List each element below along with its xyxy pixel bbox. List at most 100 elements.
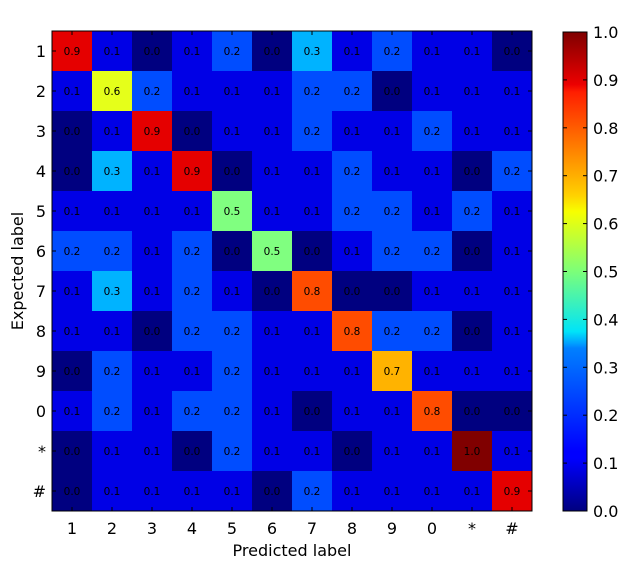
heatmap-cell bbox=[92, 151, 133, 192]
heatmap-cell bbox=[132, 391, 173, 432]
heatmap-cell bbox=[92, 351, 133, 392]
heatmap-cell-value: 0.9 bbox=[144, 126, 161, 138]
x-tick-label: * bbox=[468, 519, 476, 538]
heatmap-cell-value: 0.2 bbox=[104, 366, 121, 378]
heatmap-cell bbox=[132, 311, 173, 352]
x-axis-ticks: 1 2 3 4 5 6 7 8 9 0 * # bbox=[67, 31, 519, 538]
heatmap-cell-value: 0.1 bbox=[184, 206, 201, 218]
heatmap-cell bbox=[212, 391, 253, 432]
heatmap-cell bbox=[412, 111, 453, 152]
heatmap-cell-value: 0.2 bbox=[184, 286, 201, 298]
heatmap-cell bbox=[492, 111, 533, 152]
heatmap-cell bbox=[252, 151, 293, 192]
heatmap-cell-value: 0.2 bbox=[104, 406, 121, 418]
heatmap-cell bbox=[492, 271, 533, 312]
heatmap-cell-value: 0.0 bbox=[504, 46, 521, 58]
heatmap-cell-value: 0.1 bbox=[424, 286, 441, 298]
heatmap-cell-value: 0.7 bbox=[384, 366, 401, 378]
heatmap-cell-value: 0.0 bbox=[304, 406, 321, 418]
colorbar-tick-label: 0.6 bbox=[593, 215, 618, 234]
heatmap-cell bbox=[92, 471, 133, 512]
heatmap-cell bbox=[452, 71, 493, 112]
y-tick-label: 2 bbox=[36, 82, 46, 101]
heatmap-cell bbox=[52, 151, 93, 192]
heatmap-cell bbox=[252, 391, 293, 432]
colorbar-tick-label: 0.9 bbox=[593, 71, 618, 90]
heatmap-cell-value: 0.0 bbox=[64, 366, 81, 378]
heatmap-cell bbox=[372, 231, 413, 272]
heatmap-cell-value: 0.1 bbox=[304, 206, 321, 218]
heatmap-cell bbox=[172, 111, 213, 152]
heatmap-cell bbox=[252, 471, 293, 512]
heatmap-cell bbox=[292, 31, 333, 72]
heatmap-cell bbox=[132, 271, 173, 312]
heatmap-cell-value: 0.1 bbox=[384, 126, 401, 138]
heatmap-cell bbox=[132, 151, 173, 192]
heatmap-cell-value: 0.1 bbox=[344, 486, 361, 498]
x-tick-label: 7 bbox=[307, 519, 317, 538]
heatmap-cell-value: 0.2 bbox=[224, 406, 241, 418]
heatmap-cell-value: 0.2 bbox=[304, 86, 321, 98]
heatmap-cell-value: 0.2 bbox=[224, 366, 241, 378]
heatmap-cell-value: 0.0 bbox=[64, 446, 81, 458]
heatmap-cell bbox=[452, 271, 493, 312]
heatmap-cell bbox=[212, 431, 253, 472]
heatmap-cell-value: 0.1 bbox=[504, 246, 521, 258]
heatmap-cell-value: 0.0 bbox=[384, 86, 401, 98]
heatmap-cell bbox=[92, 31, 133, 72]
y-axis-label: Expected label bbox=[8, 212, 27, 330]
heatmap-cell bbox=[252, 431, 293, 472]
heatmap-cell-value: 0.1 bbox=[264, 126, 281, 138]
heatmap-cell bbox=[372, 391, 413, 432]
y-tick-label: * bbox=[38, 442, 46, 461]
heatmap-cell bbox=[172, 271, 213, 312]
heatmap-cell bbox=[252, 191, 293, 232]
heatmap-cell bbox=[52, 111, 93, 152]
heatmap-cell-value: 0.3 bbox=[304, 46, 321, 58]
heatmap-cell-value: 0.2 bbox=[184, 406, 201, 418]
heatmap-cell bbox=[52, 231, 93, 272]
heatmap-cell bbox=[452, 231, 493, 272]
heatmap-cell bbox=[52, 31, 93, 72]
heatmap-cell-value: 0.1 bbox=[464, 46, 481, 58]
heatmap-cell-value: 0.2 bbox=[464, 206, 481, 218]
heatmap-cell-value: 0.1 bbox=[144, 366, 161, 378]
heatmap-cell-value: 0.2 bbox=[344, 166, 361, 178]
heatmap-cell bbox=[252, 111, 293, 152]
heatmap-cell bbox=[372, 351, 413, 392]
heatmap-cell-value: 0.1 bbox=[344, 46, 361, 58]
x-tick-label: 5 bbox=[227, 519, 237, 538]
heatmap-cell-value: 0.0 bbox=[224, 166, 241, 178]
heatmap-cell bbox=[492, 431, 533, 472]
heatmap-cell-value: 0.2 bbox=[224, 46, 241, 58]
heatmap-cell-value: 0.1 bbox=[104, 486, 121, 498]
heatmap-cell bbox=[252, 71, 293, 112]
heatmap-cell-value: 0.1 bbox=[504, 326, 521, 338]
heatmap-cell bbox=[52, 191, 93, 232]
heatmap-cell-value: 0.2 bbox=[144, 86, 161, 98]
heatmap-cell bbox=[412, 151, 453, 192]
heatmap-cell-value: 0.0 bbox=[184, 446, 201, 458]
heatmap-cell-value: 0.1 bbox=[264, 206, 281, 218]
heatmap-cell-value: 0.2 bbox=[224, 326, 241, 338]
heatmap-cell bbox=[412, 191, 453, 232]
heatmap-cell-value: 0.2 bbox=[304, 126, 321, 138]
x-tick-label: 3 bbox=[147, 519, 157, 538]
heatmap-cell-value: 0.2 bbox=[64, 246, 81, 258]
colorbar-tick-label: 0.8 bbox=[593, 119, 618, 138]
heatmap-cell-value: 0.5 bbox=[224, 206, 241, 218]
heatmap-cell-value: 0.1 bbox=[104, 126, 121, 138]
heatmap-cell-value: 0.1 bbox=[184, 46, 201, 58]
heatmap-cell-labels: 0.9 0.1 0.0 0.1 0.2 0.0 0.3 0.1 0.2 0.1 0.1 0.0 0.1 0… bbox=[64, 46, 521, 498]
heatmap-cell-value: 0.1 bbox=[424, 206, 441, 218]
heatmap-cell-value: 0.1 bbox=[424, 166, 441, 178]
heatmap-cell-value: 0.1 bbox=[504, 366, 521, 378]
heatmap-cell bbox=[292, 231, 333, 272]
heatmap-cell-value: 0.1 bbox=[264, 406, 281, 418]
heatmap-cell-value: 0.2 bbox=[424, 126, 441, 138]
heatmap-cell bbox=[252, 271, 293, 312]
x-tick-label: 8 bbox=[347, 519, 357, 538]
heatmap-cell-value: 0.0 bbox=[384, 286, 401, 298]
heatmap-cell bbox=[332, 391, 373, 432]
heatmap-cell bbox=[252, 351, 293, 392]
